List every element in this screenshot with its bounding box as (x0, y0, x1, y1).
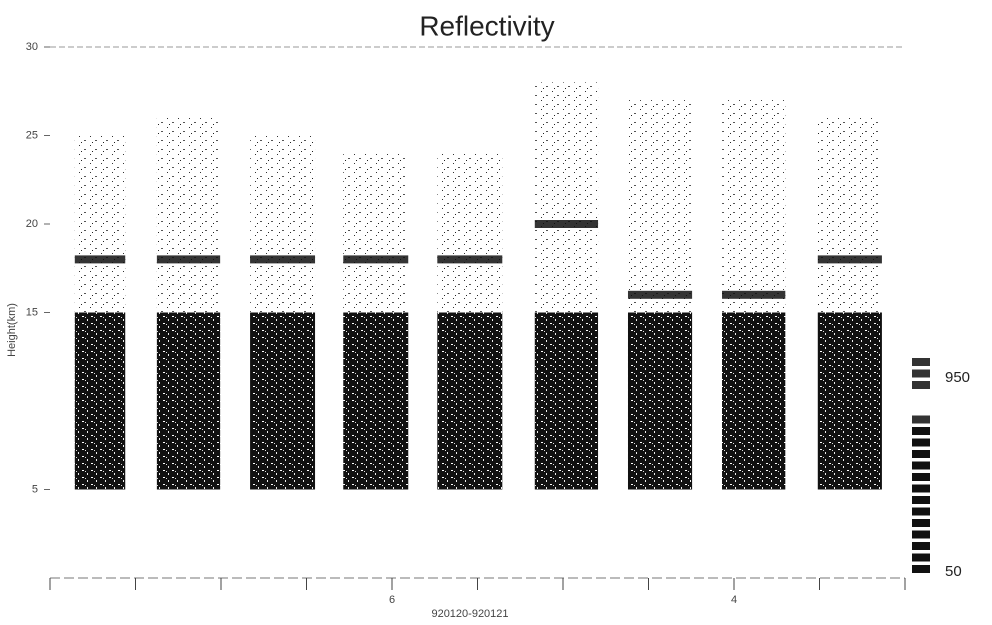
sparse-echo (722, 100, 786, 313)
colorbar-cell (912, 496, 930, 504)
colorbar-cell (912, 415, 930, 424)
y-tick-label: 20 (26, 218, 38, 230)
sparse-echo (156, 117, 221, 313)
colorbar-label: 50 (945, 563, 962, 580)
echo-layer (722, 290, 786, 299)
colorbar (912, 358, 930, 573)
x-tick-label: 4 (731, 594, 737, 606)
y-tick-label: 25 (26, 129, 38, 141)
sparse-echo (250, 135, 316, 313)
sparse-echo (74, 135, 126, 313)
dense-echo (534, 312, 599, 490)
echo-layer (156, 255, 221, 264)
colorbar-cell (912, 565, 930, 573)
colorbar-cell (912, 507, 930, 516)
echo-layer (250, 255, 316, 264)
chart-title: Reflectivity (419, 10, 554, 41)
colorbar-cell (912, 461, 930, 470)
sparse-echo (343, 153, 409, 313)
sparse-echo (437, 153, 503, 313)
y-axis-label: Height(km) (6, 303, 18, 357)
dense-echo (156, 312, 221, 490)
colorbar-cell (912, 427, 930, 435)
colorbar-cell (912, 381, 930, 389)
colorbar-label: 950 (945, 369, 970, 386)
dense-echo (250, 312, 316, 490)
dense-echo (722, 312, 786, 490)
colorbar-cell (912, 358, 930, 366)
dense-echo (437, 312, 503, 490)
colorbar-cell (912, 369, 930, 378)
y-tick-label: 30 (26, 41, 38, 53)
x-tick-label: 6 (389, 594, 395, 606)
colorbar-cell (912, 542, 930, 550)
colorbar-cell (912, 473, 930, 481)
colorbar-cell (912, 519, 930, 527)
colorbar-cell (912, 530, 930, 539)
y-tick-label: 5 (32, 483, 38, 495)
echo-layer (74, 255, 126, 264)
sparse-echo (817, 117, 882, 313)
echo-layer (437, 255, 503, 264)
echo-layer (627, 290, 693, 299)
colorbar-cell (912, 438, 930, 447)
echo-layer (817, 255, 882, 264)
colorbar-cell (912, 553, 930, 562)
sparse-echo (627, 100, 693, 313)
y-tick-label: 15 (26, 306, 38, 318)
echo-layer (343, 255, 409, 264)
dense-echo (817, 312, 882, 490)
dense-echo (74, 312, 126, 490)
dense-echo (627, 312, 693, 490)
dense-echo (343, 312, 409, 490)
colorbar-cell (912, 450, 930, 458)
echo-layer (534, 220, 599, 228)
colorbar-cell (912, 484, 930, 493)
x-axis-label: 920120-920121 (431, 608, 508, 620)
sparse-echo (534, 82, 599, 313)
